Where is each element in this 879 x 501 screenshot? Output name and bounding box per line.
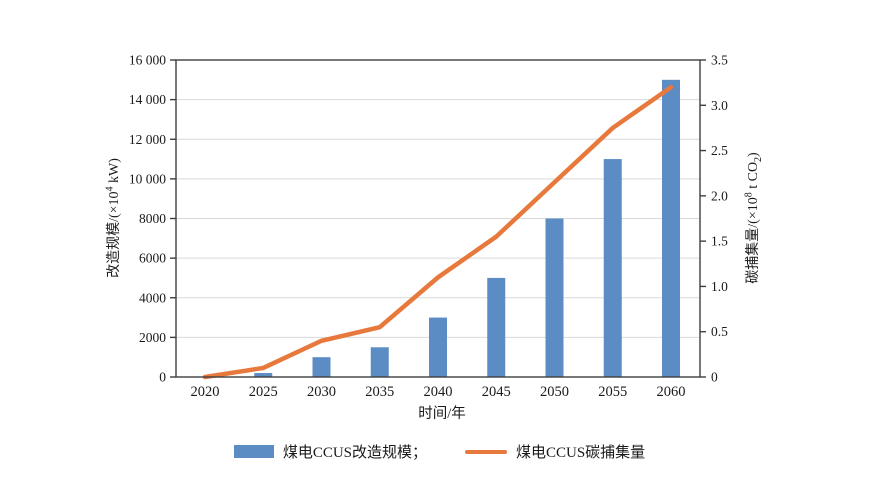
x-tick-label: 2020 <box>191 384 220 400</box>
right-tick-label: 1.0 <box>711 279 728 294</box>
left-axis-title-unit: kW) <box>107 158 122 187</box>
right-tick-label: 2.5 <box>711 143 728 158</box>
right-tick-label: 3.0 <box>711 98 728 113</box>
x-tick-label: 2055 <box>598 384 627 400</box>
right-tick-label: 0 <box>711 370 718 385</box>
left-tick-label: 0 <box>159 370 166 385</box>
right-axis-title: 碳捕集量/(×108 t CO2) <box>742 152 764 284</box>
left-tick-label: 16 000 <box>129 53 166 68</box>
right-axis-title-unit: t CO <box>746 161 762 193</box>
x-tick-label: 2040 <box>424 384 453 400</box>
right-tick-label: 2.0 <box>711 188 728 203</box>
left-axis-title-text: 改造规模/(×10 <box>107 191 122 278</box>
x-tick-label: 2060 <box>657 384 686 400</box>
legend-bar-label: 煤电CCUS改造规模； <box>282 445 427 461</box>
legend-line-label: 煤电CCUS碳捕集量 <box>516 445 646 461</box>
left-tick-label: 14 000 <box>129 92 166 107</box>
legend-line-swatch <box>465 449 507 454</box>
right-axis-title-close: ) <box>746 152 762 157</box>
bar-2060 <box>662 79 680 377</box>
x-tick-label: 2025 <box>249 384 278 400</box>
left-tick-label: 12 000 <box>129 132 166 147</box>
legend: 煤电CCUS改造规模； 煤电CCUS碳捕集量 <box>0 441 879 462</box>
x-tick-label: 2045 <box>482 384 511 400</box>
right-axis-title-sup: 8 <box>743 192 755 198</box>
right-tick-label: 3.5 <box>711 53 728 68</box>
right-axis-title-sub: 2 <box>752 156 764 162</box>
bar-2035 <box>370 347 389 377</box>
capture-line <box>202 84 674 380</box>
x-tick-label: 2035 <box>365 384 394 400</box>
left-tick-label: 4000 <box>139 290 166 305</box>
bar-2050 <box>545 218 564 377</box>
right-axis-title-text: 碳捕集量/(×10 <box>746 197 762 284</box>
x-axis-title: 时间/年 <box>418 406 466 422</box>
bar-2055 <box>603 159 622 377</box>
left-tick-label: 10 000 <box>129 171 166 186</box>
bar-2025 <box>254 373 273 377</box>
bar-2040 <box>429 317 447 377</box>
left-tick-label: 6000 <box>139 251 166 266</box>
left-axis-title-sup: 4 <box>104 186 116 192</box>
bar-2045 <box>487 277 506 377</box>
right-tick-label: 1.5 <box>711 234 728 249</box>
left-axis-title: 改造规模/(×104 kW) <box>103 158 123 278</box>
right-tick-label: 0.5 <box>711 324 728 339</box>
legend-bar-swatch <box>233 445 274 458</box>
x-tick-label: 2050 <box>540 384 569 400</box>
left-tick-label: 2000 <box>139 330 166 345</box>
bar-2030 <box>312 357 331 377</box>
x-tick-label: 2030 <box>307 384 336 400</box>
left-tick-label: 8000 <box>139 211 166 226</box>
